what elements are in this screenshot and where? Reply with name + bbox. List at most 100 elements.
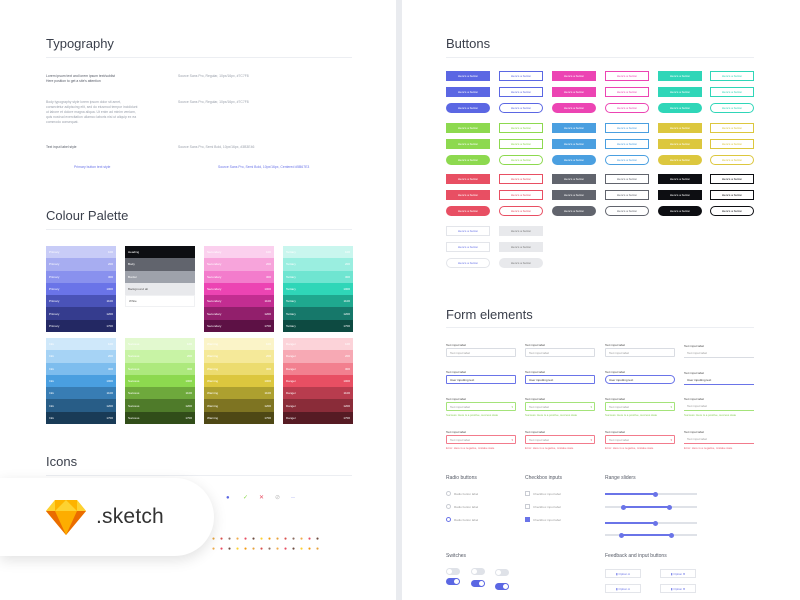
range-slider[interactable] xyxy=(605,520,697,526)
outline-button[interactable]: Here's a button xyxy=(499,155,543,165)
primary-button[interactable]: Here's a button xyxy=(446,174,490,184)
outline-button[interactable]: Here's a button xyxy=(499,174,543,184)
primary-button[interactable]: Here's a button xyxy=(658,139,702,149)
checkbox-box[interactable] xyxy=(525,491,530,496)
primary-button[interactable]: Here's a button xyxy=(552,139,596,149)
primary-button[interactable]: Here's a button xyxy=(658,87,702,97)
outline-button[interactable]: Here's a button xyxy=(710,123,754,133)
outline-button[interactable]: Here's a button xyxy=(710,174,754,184)
text-input[interactable]: Text input label xyxy=(684,402,754,411)
primary-button[interactable]: Here's a button xyxy=(446,155,490,165)
radio-circle[interactable] xyxy=(446,491,451,496)
checkbox-option[interactable]: Checkbox input label xyxy=(525,517,561,522)
outline-button[interactable]: Here's a button xyxy=(499,103,543,113)
range-handle[interactable] xyxy=(653,491,659,497)
checkbox-box[interactable] xyxy=(525,504,530,509)
feedback-button[interactable]: ▮ Option B xyxy=(660,584,696,593)
light-button[interactable]: Here's a button xyxy=(499,258,543,268)
toggle-switch[interactable] xyxy=(495,583,509,590)
range-handle[interactable] xyxy=(620,504,626,510)
outline-button[interactable]: Here's a button xyxy=(605,174,649,184)
ghost-button[interactable]: Here's a button xyxy=(446,258,490,268)
toggle-switch[interactable] xyxy=(446,578,460,585)
light-button[interactable]: Here's a button xyxy=(499,226,543,236)
ghost-button[interactable]: Here's a button xyxy=(446,242,490,252)
toggle-switch[interactable] xyxy=(495,569,509,576)
outline-button[interactable]: Here's a button xyxy=(710,103,754,113)
primary-button[interactable]: Here's a button xyxy=(446,206,490,216)
range-slider[interactable] xyxy=(605,532,697,538)
range-slider[interactable] xyxy=(605,491,697,497)
primary-button[interactable]: Here's a button xyxy=(552,87,596,97)
toggle-switch[interactable] xyxy=(471,568,485,575)
primary-button[interactable]: Here's a button xyxy=(446,190,490,200)
primary-button[interactable]: Here's a button xyxy=(446,71,490,81)
toggle-switch[interactable] xyxy=(471,580,485,587)
primary-button[interactable]: Here's a button xyxy=(552,174,596,184)
outline-button[interactable]: Here's a button xyxy=(710,87,754,97)
range-handle[interactable] xyxy=(619,532,625,538)
text-input[interactable]: Text input label ▾ xyxy=(525,402,595,411)
outline-button[interactable]: Here's a button xyxy=(605,155,649,165)
outline-button[interactable]: Here's a button xyxy=(605,206,649,216)
text-input[interactable]: Text input label xyxy=(605,348,675,357)
checkbox-option[interactable]: Checkbox input label xyxy=(525,491,561,496)
text-input[interactable]: Text input label xyxy=(446,348,516,357)
primary-button[interactable]: Here's a button xyxy=(658,206,702,216)
radio-circle[interactable] xyxy=(446,517,451,522)
primary-button[interactable]: Here's a button xyxy=(552,155,596,165)
outline-button[interactable]: Here's a button xyxy=(605,87,649,97)
outline-button[interactable]: Here's a button xyxy=(499,139,543,149)
radio-circle[interactable] xyxy=(446,504,451,509)
outline-button[interactable]: Here's a button xyxy=(499,123,543,133)
primary-button[interactable]: Here's a button xyxy=(552,71,596,81)
feedback-button[interactable]: ▮ Option A xyxy=(605,584,641,593)
primary-button[interactable]: Here's a button xyxy=(658,174,702,184)
primary-button[interactable]: Here's a button xyxy=(552,123,596,133)
primary-button[interactable]: Here's a button xyxy=(446,103,490,113)
text-input[interactable]: User inputting text xyxy=(684,376,754,385)
primary-button[interactable]: Here's a button xyxy=(658,190,702,200)
primary-button[interactable]: Here's a button xyxy=(658,123,702,133)
feedback-button[interactable]: ▮ Option A xyxy=(605,569,641,578)
range-slider[interactable] xyxy=(605,504,697,510)
text-input[interactable]: Text input label ▾ xyxy=(446,435,516,444)
text-input[interactable]: Text input label xyxy=(525,348,595,357)
toggle-switch[interactable] xyxy=(446,568,460,575)
primary-button[interactable]: Here's a button xyxy=(658,103,702,113)
primary-button[interactable]: Here's a button xyxy=(446,87,490,97)
primary-button[interactable]: Here's a button xyxy=(658,155,702,165)
text-input[interactable]: Text input label ▾ xyxy=(525,435,595,444)
light-button[interactable]: Here's a button xyxy=(499,242,543,252)
feedback-button[interactable]: ▮ Option B xyxy=(660,569,696,578)
primary-button[interactable]: Here's a button xyxy=(446,139,490,149)
radio-option[interactable]: Radio button label xyxy=(446,517,478,522)
primary-button[interactable]: Here's a button xyxy=(552,103,596,113)
range-handle[interactable] xyxy=(653,520,659,526)
text-input[interactable]: Text input label xyxy=(684,349,754,358)
outline-button[interactable]: Here's a button xyxy=(710,155,754,165)
checkbox-option[interactable]: Checkbox input label xyxy=(525,504,561,509)
outline-button[interactable]: Here's a button xyxy=(710,190,754,200)
checkbox-box[interactable] xyxy=(525,517,530,522)
primary-button[interactable]: Here's a button xyxy=(658,71,702,81)
outline-button[interactable]: Here's a button xyxy=(605,103,649,113)
outline-button[interactable]: Here's a button xyxy=(499,206,543,216)
outline-button[interactable]: Here's a button xyxy=(605,139,649,149)
outline-button[interactable]: Here's a button xyxy=(499,190,543,200)
range-handle[interactable] xyxy=(668,532,674,538)
range-handle[interactable] xyxy=(666,504,672,510)
ghost-button[interactable]: Here's a button xyxy=(446,226,490,236)
radio-option[interactable]: Radio button label xyxy=(446,504,478,509)
outline-button[interactable]: Here's a button xyxy=(499,87,543,97)
outline-button[interactable]: Here's a button xyxy=(605,123,649,133)
text-input[interactable]: Text input label ▾ xyxy=(605,435,675,444)
outline-button[interactable]: Here's a button xyxy=(710,206,754,216)
text-input[interactable]: Text input label ▾ xyxy=(605,402,675,411)
primary-button[interactable]: Here's a button xyxy=(552,190,596,200)
outline-button[interactable]: Here's a button xyxy=(710,71,754,81)
outline-button[interactable]: Here's a button xyxy=(605,190,649,200)
primary-button[interactable]: Here's a button xyxy=(446,123,490,133)
primary-button[interactable]: Here's a button xyxy=(552,206,596,216)
text-input[interactable]: User inputting text xyxy=(605,375,675,384)
